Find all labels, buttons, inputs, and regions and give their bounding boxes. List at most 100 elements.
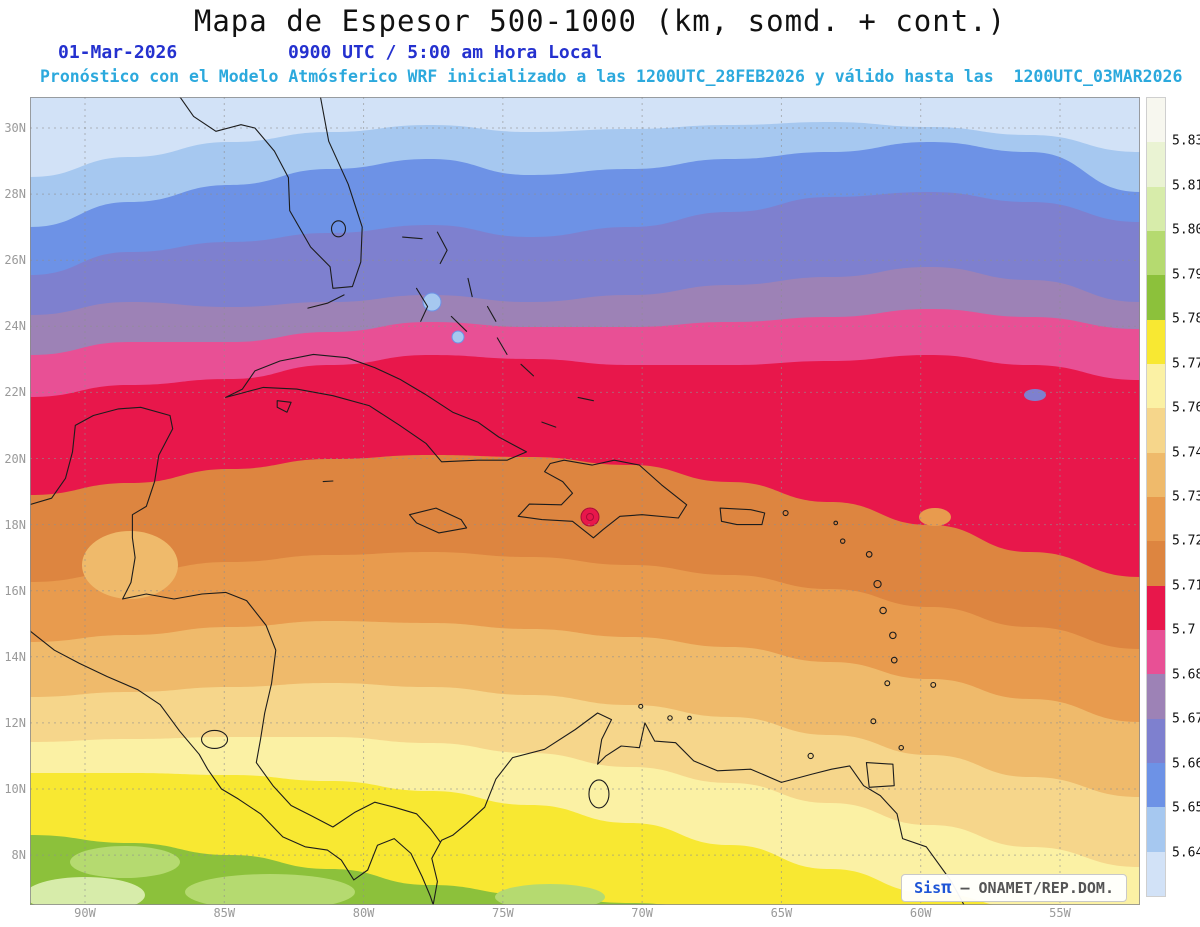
contour-patch (919, 508, 951, 526)
lat-tick-label: 18N (4, 517, 26, 532)
colorbar-segment (1147, 230, 1165, 276)
coastline (517, 459, 688, 539)
forecast-note: Pronóstico con el Modelo Atmósferico WRF… (40, 67, 1183, 86)
lat-tick-label: 20N (4, 451, 26, 466)
island-outline (890, 656, 898, 664)
contour-patch (451, 330, 465, 344)
contour-patch (1024, 389, 1046, 401)
colorbar-segment (1147, 585, 1165, 630)
colorbar-segment (1147, 762, 1165, 808)
contour-patch (495, 884, 605, 905)
page-title: Mapa de Espesor 500-1000 (km, somd. + co… (193, 4, 1007, 38)
coastline (225, 353, 528, 463)
lon-tick-label: 80W (352, 906, 375, 920)
colorbar-segment (1147, 674, 1165, 719)
colorbar-segment (1147, 319, 1165, 364)
latitude-axis: 30N 28N 26N 24N 22N 20N 18N 16N 14N 12N 10N 8N (0, 97, 28, 905)
island-outline (889, 631, 897, 640)
colorbar-tick-label: 5.712 (1172, 578, 1200, 594)
contour-patch (580, 507, 600, 527)
coastline (496, 337, 508, 355)
colorbar (1146, 97, 1166, 897)
island-outline (870, 718, 877, 725)
coastline (179, 97, 363, 289)
island-outline (898, 744, 904, 751)
colorbar-segment (1147, 807, 1165, 852)
colorbar-segment (1147, 408, 1165, 453)
colorbar-tick-label: 5.64 (1172, 845, 1200, 861)
island-outline (782, 509, 789, 517)
colorbar-segment (1147, 142, 1165, 187)
island-outline (833, 520, 839, 526)
valid-date-label: 01-Mar-2026 (58, 42, 178, 63)
lake-outline (200, 729, 229, 749)
lon-tick-label: 60W (909, 906, 932, 920)
lat-tick-label: 10N (4, 782, 26, 796)
colorbar-labels: 5.831 5.819 5.807 5.795 5.783 5.772 5.76 5.748 5… (1172, 97, 1200, 897)
colorbar-tick-label: 5.688 (1172, 667, 1200, 683)
colorbar-tick-label: 5.724 (1172, 533, 1200, 549)
coastline (486, 305, 497, 322)
coastline (30, 630, 434, 905)
contour-patch (185, 874, 355, 905)
colorbar-tick-label: 5.831 (1172, 133, 1200, 149)
lat-tick-label: 16N (4, 583, 26, 598)
colorbar-segment (1147, 363, 1165, 409)
coastline (402, 236, 423, 240)
colorbar-tick-label: 5.772 (1172, 356, 1200, 372)
coastline (719, 507, 766, 526)
colorbar-tick-label: 5.795 (1172, 267, 1200, 283)
lat-tick-label: 14N (4, 649, 26, 664)
colorbar-segment (1147, 496, 1165, 542)
colorbar-tick-label: 5.664 (1172, 756, 1200, 772)
colorbar-tick-label: 5.652 (1172, 800, 1200, 816)
contour-patch (30, 877, 145, 905)
colorbar-segment (1147, 452, 1165, 497)
contour-patch (70, 846, 180, 878)
colorbar-tick-label: 5.819 (1172, 178, 1200, 194)
coastline (322, 480, 334, 483)
colorbar-segment (1147, 629, 1165, 675)
coastline (307, 294, 345, 309)
coastline (436, 231, 448, 265)
island-outline (839, 538, 846, 544)
coastline (865, 762, 895, 788)
colorbar-tick-label: 5.807 (1172, 222, 1200, 238)
contour-patch (422, 292, 442, 312)
lat-tick-label: 24N (4, 319, 26, 334)
lat-tick-label: 28N (4, 187, 26, 202)
island-outline (638, 703, 644, 709)
coastline (467, 277, 473, 298)
colorbar-segment (1147, 186, 1165, 231)
lat-tick-label: 8N (11, 848, 26, 863)
lake-outline (588, 779, 610, 809)
coastline (450, 315, 468, 332)
colorbar-segment (1147, 851, 1165, 896)
lon-tick-label: 75W (492, 906, 514, 920)
attribution-org: – ONAMET/REP.DOM. (960, 879, 1114, 897)
sispi-logo-text: Sis (914, 879, 942, 897)
island-outline (667, 715, 673, 721)
colorbar-segment (1147, 275, 1165, 320)
colorbar-segment (1147, 98, 1165, 143)
island-outline (884, 680, 891, 687)
map-frame (30, 97, 1140, 905)
coastline (276, 400, 292, 413)
coastline (408, 507, 468, 534)
island-outline (687, 715, 692, 721)
lon-tick-label: 70W (631, 906, 653, 920)
lon-tick-label: 85W (213, 906, 236, 920)
colorbar-segment (1147, 718, 1165, 763)
lon-tick-label: 55W (1049, 906, 1071, 920)
thickness-contour-map (30, 97, 1140, 905)
lat-tick-label: 30N (4, 121, 26, 135)
colorbar-tick-label: 5.748 (1172, 445, 1200, 461)
colorbar-tick-label: 5.736 (1172, 489, 1200, 505)
colorbar-tick-label: 5.676 (1172, 711, 1200, 727)
lake-outline (330, 220, 347, 238)
coastline (577, 396, 594, 402)
island-outline (930, 681, 937, 688)
island-outline (879, 606, 887, 615)
island-outline (873, 579, 882, 589)
